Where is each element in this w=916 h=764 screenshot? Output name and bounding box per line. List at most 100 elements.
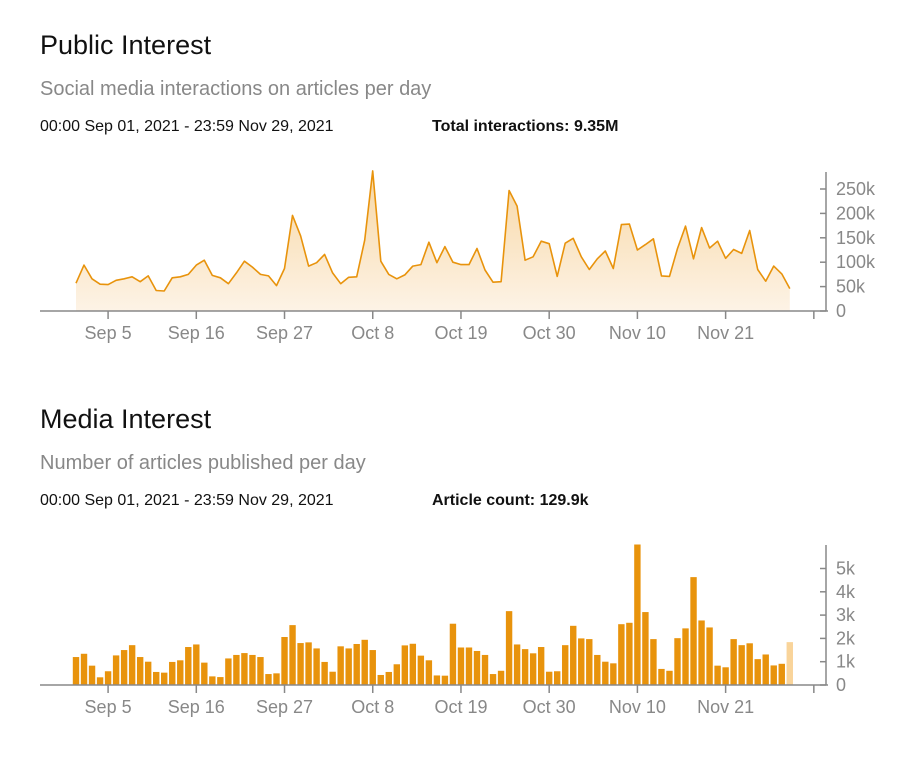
article-bar	[489, 674, 497, 685]
public-x-tick-label: Nov 21	[697, 323, 754, 343]
media-x-tick-label: Oct 19	[434, 697, 487, 717]
article-bar	[401, 645, 409, 685]
public-y-tick-label: 200k	[836, 203, 876, 223]
article-bar	[249, 654, 256, 685]
article-bar	[120, 650, 128, 685]
public-y-tick-label: 150k	[836, 228, 876, 248]
public-x-tick-label: Sep 16	[168, 323, 225, 343]
article-bar	[321, 661, 328, 685]
article-bar	[497, 670, 505, 685]
article-bar	[409, 643, 417, 685]
public-x-tick-label: Oct 30	[523, 323, 576, 343]
article-bar	[441, 675, 449, 685]
article-bar	[433, 675, 441, 685]
media-x-tick-label: Sep 27	[256, 697, 313, 717]
public-interest-chart: Sep 5 Sep 16 Sep 27 Oct 8 Oct 19 Oct 30 Nov 10…	[40, 170, 876, 343]
article-bar	[698, 620, 705, 685]
article-bar	[233, 654, 240, 685]
interactions-line	[75, 170, 791, 292]
article-bar	[209, 676, 216, 685]
article-bar	[722, 667, 729, 685]
media-date-range: 00:00 Sep 01, 2021 - 23:59 Nov 29, 2021	[40, 492, 334, 509]
media-x-tick-label: Nov 10	[609, 697, 666, 717]
article-bar	[529, 653, 537, 685]
article-bar	[594, 654, 601, 685]
article-bar	[337, 646, 344, 685]
total-interactions: Total interactions: 9.35M	[432, 118, 619, 135]
public-y-tick-label: 100k	[836, 252, 876, 272]
article-bar	[586, 639, 593, 685]
article-bar	[161, 672, 168, 685]
public-y-tick-label: 0	[836, 301, 846, 321]
article-count: Article count: 129.9k	[432, 492, 589, 509]
interactions-area	[76, 170, 790, 311]
article-bar	[241, 653, 248, 685]
media-y-tick-label: 2k	[836, 628, 856, 648]
article-bar	[650, 639, 657, 685]
article-bar	[353, 643, 360, 685]
public-y-tick-label: 50k	[836, 277, 866, 297]
article-bar	[634, 544, 641, 685]
article-bar	[217, 677, 224, 685]
article-bar	[425, 660, 433, 685]
article-bar	[786, 642, 793, 685]
article-bar	[626, 622, 633, 685]
public-x-tick-label: Sep 5	[85, 323, 132, 343]
article-bar	[481, 654, 489, 685]
article-bar	[642, 612, 649, 685]
public-interest-title: Public Interest	[40, 30, 212, 60]
article-bar	[658, 668, 665, 685]
media-y-tick-label: 3k	[836, 605, 856, 625]
article-bar	[369, 650, 376, 685]
article-bar	[185, 647, 192, 685]
article-bar	[345, 648, 352, 685]
media-y-tick-label: 5k	[836, 559, 856, 579]
article-bar	[465, 647, 473, 685]
article-bar	[104, 671, 112, 685]
article-bar	[265, 674, 272, 685]
article-bar	[88, 665, 96, 685]
article-bar	[778, 663, 785, 685]
article-bar	[666, 670, 673, 685]
article-bar	[706, 627, 713, 685]
public-x-tick-label: Sep 27	[256, 323, 313, 343]
media-y-tick-label: 4k	[836, 582, 856, 602]
article-bar	[618, 624, 625, 685]
article-bar	[602, 661, 609, 685]
article-bar	[153, 671, 160, 685]
article-bar	[169, 661, 176, 685]
media-x-tick-label: Nov 21	[697, 697, 754, 717]
article-bar	[738, 645, 745, 685]
article-bar	[225, 658, 232, 685]
article-bar	[754, 659, 761, 685]
media-y-tick-label: 0	[836, 675, 846, 695]
article-bar	[770, 665, 777, 685]
article-bar	[273, 673, 280, 685]
article-bar	[682, 628, 689, 685]
article-bar	[417, 655, 425, 685]
public-date-range: 00:00 Sep 01, 2021 - 23:59 Nov 29, 2021	[40, 118, 334, 135]
media-y-tick-label: 1k	[836, 652, 856, 672]
public-x-tick-label: Nov 10	[609, 323, 666, 343]
article-bar	[281, 637, 288, 685]
article-bar	[313, 648, 320, 685]
article-bar	[385, 671, 392, 685]
article-bar	[746, 643, 753, 685]
public-interest-subtitle: Social media interactions on articles pe…	[40, 78, 432, 100]
article-bar	[72, 657, 80, 685]
article-bar	[762, 654, 769, 685]
article-bar	[377, 674, 384, 685]
media-x-tick-label: Oct 8	[351, 697, 394, 717]
article-bar	[449, 623, 457, 685]
article-bar	[297, 643, 304, 685]
article-bar	[554, 671, 561, 685]
article-bar	[128, 645, 136, 685]
article-bar	[513, 644, 521, 685]
media-interest-subtitle: Number of articles published per day	[40, 452, 366, 474]
article-bar	[136, 657, 144, 685]
article-bar	[674, 638, 681, 685]
media-x-tick-label: Sep 5	[85, 697, 132, 717]
media-x-tick-label: Oct 30	[523, 697, 576, 717]
article-bar	[80, 653, 88, 685]
